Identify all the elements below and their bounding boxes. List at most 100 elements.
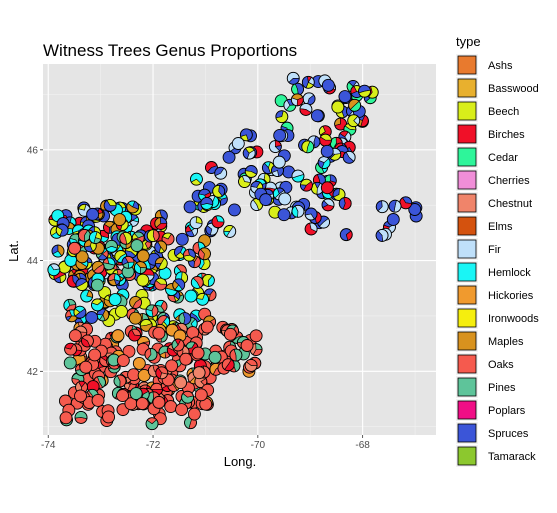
pie-slice xyxy=(79,360,93,374)
pie-outline xyxy=(321,198,335,212)
pie-marker xyxy=(86,207,100,221)
pie-outline xyxy=(291,204,305,218)
pie-outline xyxy=(211,215,225,229)
pie-marker xyxy=(221,358,235,372)
pie-outline xyxy=(182,248,196,262)
y-axis-title: Lat. xyxy=(6,240,21,262)
pie-outline xyxy=(145,304,159,318)
legend-swatch xyxy=(457,423,477,443)
legend-swatch xyxy=(457,216,477,236)
pie-outline xyxy=(244,165,258,178)
pie-slice xyxy=(88,348,102,362)
pie-outline xyxy=(145,417,159,431)
pie-slice xyxy=(108,293,122,306)
pie-outline xyxy=(204,161,218,174)
pie-slice xyxy=(86,207,100,221)
pie-marker xyxy=(128,311,142,325)
pie-marker xyxy=(146,229,160,243)
legend-swatch xyxy=(457,78,477,98)
pie-marker xyxy=(74,411,88,424)
pie-marker xyxy=(73,305,87,319)
pie-marker xyxy=(145,304,159,318)
pie-marker xyxy=(133,261,147,275)
pie-outline xyxy=(55,223,69,237)
pie-slice xyxy=(187,407,201,421)
pie-outline xyxy=(223,224,237,238)
pie-marker xyxy=(261,161,275,175)
pie-marker xyxy=(53,270,67,284)
pie-marker xyxy=(231,137,245,150)
pie-outline xyxy=(73,305,87,319)
pie-marker xyxy=(165,359,179,373)
pie-outline xyxy=(107,273,121,287)
pie-marker xyxy=(338,196,352,210)
pie-outline xyxy=(244,358,258,372)
legend-label: Pines xyxy=(488,382,516,394)
legend-label: Tamarack xyxy=(488,451,536,463)
legend-label: Ashs xyxy=(488,60,513,72)
pie-slice xyxy=(386,213,400,226)
pie-slice xyxy=(152,395,166,409)
x-tick-label: -68 xyxy=(355,440,370,451)
pie-slice xyxy=(90,278,104,292)
pie-marker xyxy=(139,318,153,332)
pie-marker xyxy=(321,78,335,92)
pie-outline xyxy=(342,150,356,164)
pie-outline xyxy=(301,140,315,154)
pie-outline xyxy=(88,231,102,245)
legend-swatch xyxy=(457,101,477,121)
pie-marker xyxy=(229,348,243,362)
pie-marker xyxy=(111,329,125,343)
pie-outline xyxy=(181,390,195,404)
pie-marker xyxy=(189,216,203,230)
pie-marker xyxy=(183,200,197,214)
pie-slice xyxy=(136,249,150,263)
pie-marker xyxy=(116,354,130,367)
pie-slice xyxy=(135,397,149,411)
pie-slice xyxy=(331,100,345,114)
pie-marker xyxy=(331,100,345,114)
pie-outline xyxy=(113,374,127,388)
x-axis-title: Long. xyxy=(224,454,257,469)
pie-outline xyxy=(105,239,118,253)
pie-slice xyxy=(183,200,197,214)
pie-marker xyxy=(190,276,204,289)
pie-marker xyxy=(175,232,189,246)
pie-marker xyxy=(301,140,315,154)
pie-marker xyxy=(317,156,331,170)
pie-marker xyxy=(211,215,225,229)
pie-slice xyxy=(277,208,291,222)
pie-marker xyxy=(277,208,291,222)
legend-label: Spruces xyxy=(488,428,529,440)
pie-marker xyxy=(85,311,99,324)
pie-marker xyxy=(144,348,158,361)
pie-marker xyxy=(339,228,353,242)
pie-marker xyxy=(115,305,128,318)
pie-outline xyxy=(388,199,402,213)
pie-outline xyxy=(196,292,210,306)
pie-outline xyxy=(121,255,135,269)
pie-outline xyxy=(304,222,318,236)
pie-slice xyxy=(136,273,150,287)
pie-outline xyxy=(80,289,94,303)
legend-label: Hemlock xyxy=(488,267,531,279)
pie-marker xyxy=(88,231,102,245)
pie-slice xyxy=(113,213,127,227)
pie-marker xyxy=(338,90,352,104)
pie-marker xyxy=(152,395,166,409)
pie-marker xyxy=(228,203,241,217)
pie-marker xyxy=(164,400,178,413)
pie-slice xyxy=(272,155,286,169)
pie-marker xyxy=(291,204,305,218)
y-tick-label: 46 xyxy=(27,145,39,156)
pie-marker xyxy=(179,352,193,366)
legend-swatch xyxy=(457,377,477,397)
pie-marker xyxy=(152,326,166,340)
pie-outline xyxy=(155,366,169,380)
pie-marker xyxy=(64,342,78,356)
legend-swatch xyxy=(457,354,477,374)
legend-swatch xyxy=(457,262,477,282)
x-tick-label: -74 xyxy=(41,440,56,451)
pie-marker xyxy=(212,184,226,198)
